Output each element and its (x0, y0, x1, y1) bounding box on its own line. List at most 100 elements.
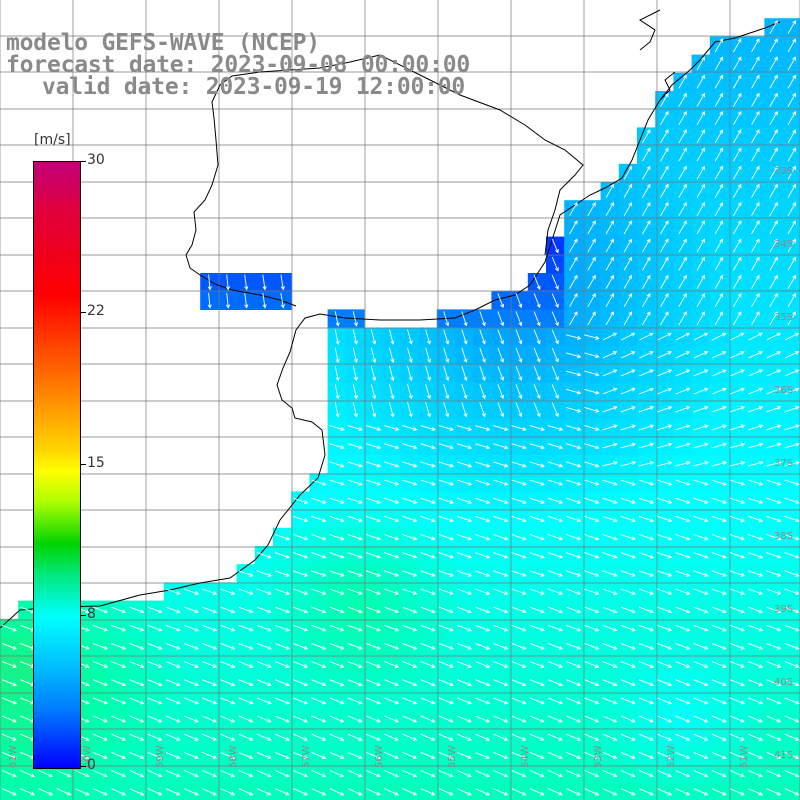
wind-arrow (443, 383, 450, 400)
wind-speed-cell (72, 782, 92, 800)
wind-arrow (280, 274, 285, 291)
wind-arrow (747, 460, 764, 467)
wind-arrow (329, 661, 345, 668)
wind-arrow (748, 570, 764, 577)
wind-arrow (766, 715, 782, 723)
wind-speed-cell (36, 782, 56, 800)
wind-arrow (365, 552, 382, 559)
wind-arrow (678, 311, 687, 326)
wind-arrow (457, 770, 472, 778)
wind-arrow (675, 424, 691, 431)
wind-arrow (566, 515, 582, 523)
wind-arrow (147, 733, 163, 741)
wind-arrow (493, 570, 509, 577)
wind-arrow (711, 733, 727, 741)
wind-arrow (566, 624, 582, 632)
wind-arrow (493, 515, 509, 523)
wind-arrow (352, 329, 358, 345)
wind-arrow (384, 679, 400, 687)
wind-arrow (566, 733, 582, 741)
wind-arrow (729, 387, 745, 395)
wind-arrow (566, 497, 582, 504)
wind-arrow (733, 183, 742, 198)
wind-arrow (693, 788, 709, 796)
wind-arrow (711, 661, 727, 668)
wind-arrow (547, 624, 563, 632)
wind-arrow (602, 369, 618, 377)
wind-arrow (334, 347, 340, 364)
wind-arrow (511, 570, 527, 577)
wind-arrow (111, 642, 127, 650)
wind-speed-cell (655, 309, 674, 329)
wind-arrow (747, 424, 764, 431)
wind-arrow (493, 679, 509, 687)
wind-arrow (784, 679, 800, 687)
wind-arrow (605, 274, 614, 289)
wind-arrow (329, 606, 345, 614)
wind-arrow (569, 311, 578, 326)
wind-arrow (620, 515, 636, 523)
wind-arrow (551, 256, 559, 272)
wind-arrow (274, 606, 290, 614)
wind-arrow (329, 715, 345, 723)
wind-arrow (147, 715, 163, 723)
wind-arrow (238, 588, 254, 596)
wind-arrow (420, 606, 436, 614)
wind-speed-cell (655, 109, 674, 128)
wind-arrow (475, 606, 491, 614)
wind-arrow (129, 697, 145, 705)
wind-arrow (165, 588, 181, 596)
wind-arrow (311, 770, 327, 778)
wind-arrow (730, 332, 745, 341)
wind-arrow (693, 697, 709, 705)
wind-arrow (714, 238, 724, 253)
wind-arrow (311, 697, 327, 705)
wind-arrow (456, 588, 473, 596)
wind-arrow (675, 497, 691, 504)
wind-arrow (111, 697, 127, 705)
wind-arrow (202, 661, 218, 668)
wind-arrow (602, 715, 618, 723)
wind-arrow (384, 770, 400, 778)
wind-arrow (370, 365, 377, 382)
wind-speed-cell (418, 782, 438, 800)
wind-speed-cell (746, 36, 765, 56)
latitude-label: 37S (774, 458, 793, 469)
forecast-date: forecast date: 2023-09-08 00:00:00 (6, 52, 471, 78)
wind-arrow (111, 751, 127, 760)
wind-arrow (56, 770, 72, 778)
wind-arrow (533, 293, 541, 309)
wind-arrow (620, 661, 636, 668)
wind-arrow (657, 679, 673, 687)
wind-arrow (365, 588, 382, 596)
wind-speed-cell (618, 782, 638, 800)
wind-arrow (533, 274, 541, 290)
wind-arrow (402, 751, 418, 760)
wind-arrow (238, 751, 254, 760)
longitude-labels: 61W 60W 59W 58W 57W 56W 55W 54W 53W 52W 51W (8, 745, 750, 768)
wind-arrow (293, 679, 309, 687)
wind-arrow (493, 461, 509, 468)
wind-arrow (515, 347, 523, 363)
wind-arrow (311, 788, 327, 796)
wind-arrow (129, 679, 145, 687)
wind-arrow (438, 570, 454, 577)
wind-arrow (784, 697, 800, 705)
wind-arrow (766, 497, 782, 504)
wind-arrow (748, 515, 764, 523)
wind-arrow (711, 534, 727, 541)
wind-arrow (605, 183, 614, 198)
wind-arrow (329, 461, 345, 468)
wind-arrow (660, 147, 669, 162)
wind-arrow (696, 220, 705, 235)
wind-arrow (165, 606, 181, 614)
wind-arrow (456, 679, 472, 687)
wind-arrow (256, 733, 272, 741)
wind-arrow (529, 733, 545, 741)
wind-arrow (729, 661, 745, 668)
wind-arrow (656, 442, 673, 449)
wind-arrow (751, 220, 760, 235)
wind-speed-cell (582, 782, 602, 800)
wind-arrow (784, 460, 800, 467)
wind-arrow (584, 697, 600, 705)
